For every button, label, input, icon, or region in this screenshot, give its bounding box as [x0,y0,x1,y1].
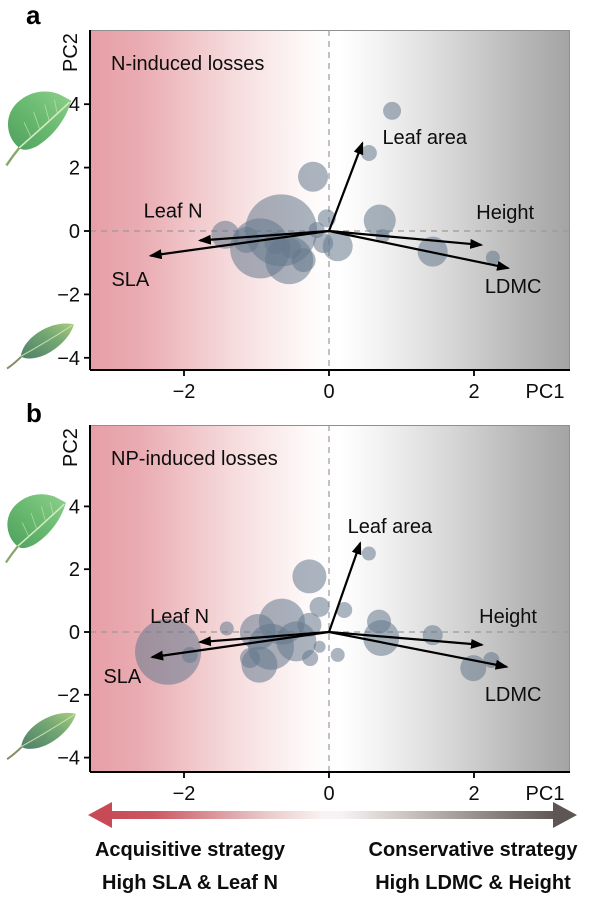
y-axis-label: PC2 [60,428,82,467]
trait-arrow [328,229,484,249]
data-bubble [298,161,329,192]
x-tick-label: 0 [323,381,334,403]
x-tick-label: −2 [173,381,196,403]
x-tick-label: 2 [468,783,479,805]
strategy-arrow-shaft [108,811,557,819]
pca-plot-a-canvas: Leaf area Height LDMC Leaf N SLA 4 2 0 −2 −4 −2 0 2 P… [57,30,570,403]
trait-arrow [150,630,330,661]
data-bubble [360,145,377,162]
panel-a-title: N-induced losses [111,53,265,75]
strategy-gradient-arrow [88,802,577,828]
y-tick-label: −2 [57,284,80,306]
data-bubble [297,612,322,637]
conservative-strategy-label: Conservative strategy High LDMC & Height [313,834,600,897]
data-bubble [485,250,500,265]
trait-arrow-label: LDMC [485,684,542,706]
acquisitive-strategy-title: Acquisitive strategy [94,839,286,861]
y-tick-label: 2 [69,158,80,180]
trait-arrow-label: LDMC [485,276,542,298]
data-bubble [383,101,402,120]
pca-plot-a: N-induced losses Leaf area Height LDMC Leaf… [57,30,570,403]
conservative-arrowhead-icon [553,802,577,828]
data-bubble [336,602,353,619]
data-bubble [330,647,345,662]
data-bubble [313,233,334,254]
trait-arrow-label: Height [476,202,534,224]
panel-b-title: NP-induced losses [111,448,278,470]
panel-b-letter: b [26,398,42,428]
trait-arrow [327,141,364,232]
data-bubble [181,646,198,663]
y-tick-label: 4 [69,94,80,116]
x-axis-label: PC1 [526,783,565,805]
panel-a-letter: a [26,0,41,30]
conservative-strategy-title: Conservative strategy [368,839,578,861]
trait-arrow [197,630,330,647]
trait-arrow [328,229,511,271]
data-bubble [233,226,260,253]
trait-arrow [328,630,484,649]
x-tick-label: 0 [323,783,334,805]
trait-arrow-label: Leaf area [348,516,433,538]
data-bubble [135,618,202,685]
data-bubble [363,204,396,237]
x-axis-label: PC1 [526,381,565,403]
trait-arrow-label: SLA [103,666,141,688]
pca-plot-b: NP-induced losses Leaf area Height LDMC Lea… [57,425,570,805]
data-bubble [313,640,326,653]
data-bubble [239,648,260,669]
trait-arrow [328,630,509,670]
y-tick-label: 0 [69,622,80,644]
broad-leaf-icon [0,487,74,567]
trait-arrow-label: Leaf N [150,606,209,628]
data-bubble [292,559,327,594]
y-tick-label: −4 [57,348,80,370]
acquisitive-strategy-subtitle: High SLA & Leaf N [102,872,278,894]
conservative-strategy-subtitle: High LDMC & Height [375,872,571,894]
y-tick-label: −2 [57,685,80,707]
data-bubble [302,650,319,667]
trait-arrow [327,541,362,633]
y-tick-label: 0 [69,221,80,243]
acquisitive-arrowhead-icon [88,802,112,828]
trait-arrow-label: Height [479,606,537,628]
data-bubble [367,609,392,634]
trait-arrow-label: SLA [111,269,149,291]
y-axis-label: PC2 [60,33,82,72]
data-bubble [219,621,234,636]
acquisitive-strategy-label: Acquisitive strategy High SLA & Leaf N [30,834,350,897]
trait-arrow-label: Leaf area [382,127,467,149]
trait-arrow [148,229,330,260]
data-bubble [308,222,325,239]
y-tick-label: −4 [57,748,80,770]
data-bubble [361,546,376,561]
y-tick-label: 2 [69,559,80,581]
trait-arrow-label: Leaf N [144,201,203,223]
pca-plot-b-canvas: Leaf area Height LDMC Leaf N SLA 4 2 0 −2 −4 −2 0 2 P… [57,425,570,805]
y-tick-label: 4 [69,496,80,518]
data-bubble [281,238,302,259]
trait-arrow [197,229,330,245]
data-bubble [211,220,240,249]
x-tick-label: −2 [173,783,196,805]
x-tick-label: 2 [468,381,479,403]
data-bubble [309,596,330,617]
